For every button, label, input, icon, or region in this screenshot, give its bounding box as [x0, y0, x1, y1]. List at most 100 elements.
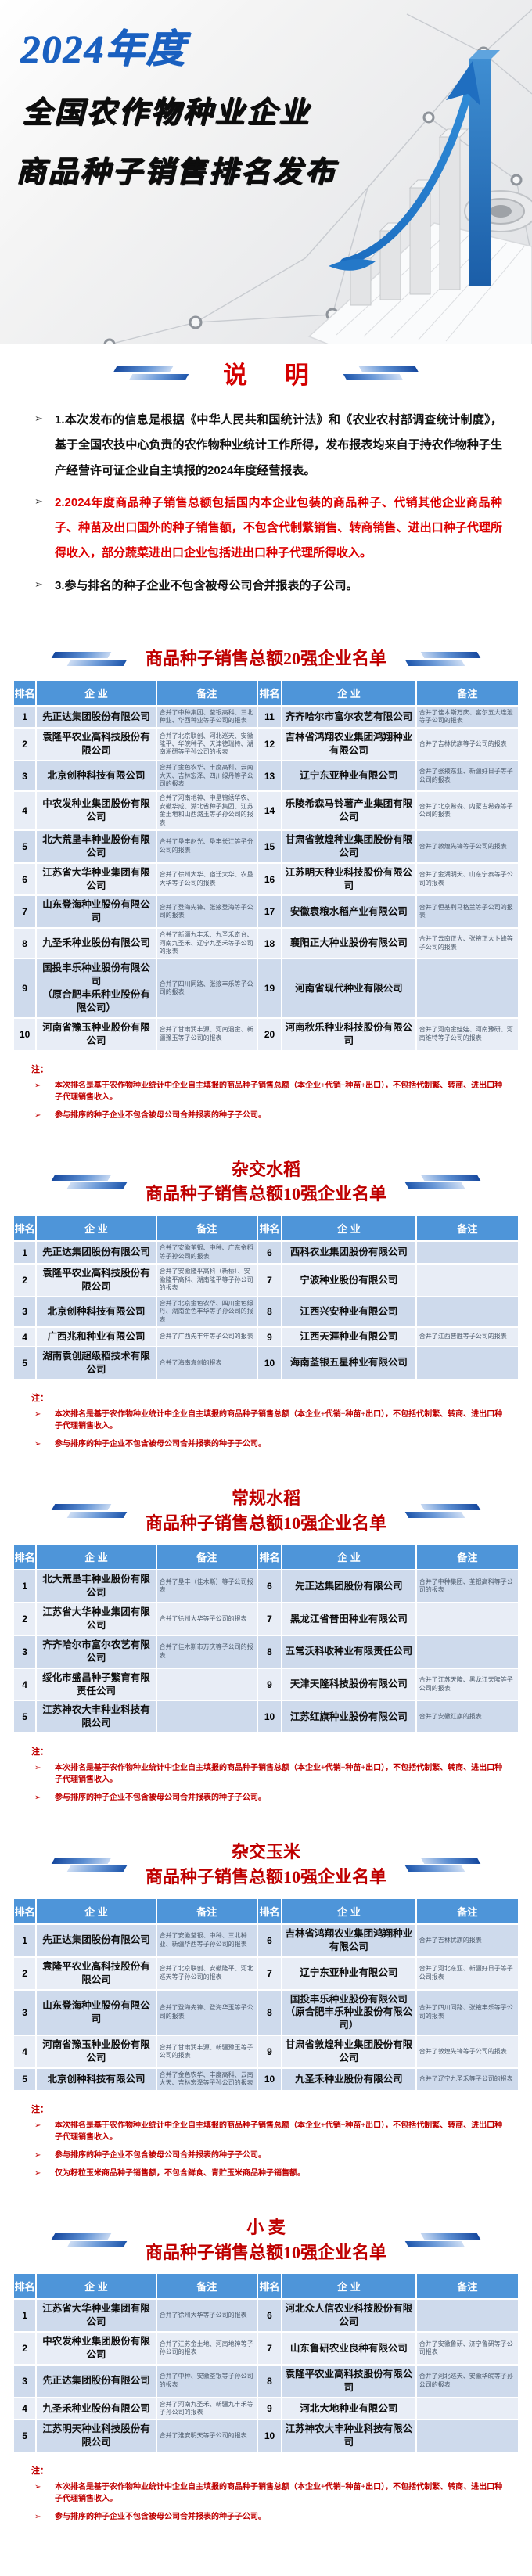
- note-text: 参与排序的种子企业不包含被母公司合并报表的种子子公司。: [55, 1110, 266, 1120]
- rank-cell: 4: [14, 792, 36, 829]
- table-row: 3 山东登海种业股份有限公司 合并了登海先锋、登海华玉等子公司的报表 8 国投丰乐种业股…: [14, 1990, 518, 2035]
- column-header: 备注: [156, 1216, 257, 1241]
- note-cell: [156, 1668, 257, 1700]
- table-row: 6 江苏省大华种业集团有限公司 合并了徐州大华、宿迁大华、农垦大华等子公司的报表 16…: [14, 863, 518, 895]
- company-cell: 天津天隆科技股份有限公司: [282, 1668, 415, 1700]
- table-row: 5 北大荒垦丰种业股份有限公司 合并了垦丰赵光、垦丰长江等子分公司的报表 15 甘肃省敦…: [14, 830, 518, 862]
- banner-title-line2: 全国农作物种业企业: [22, 96, 311, 129]
- arrow-bullet-icon: ➢: [34, 2483, 41, 2492]
- table-row: 2 中农发种业集团股份有限公司 合并了江苏金土地、河南地神等子孙公司的报表 7 山东鲁研…: [14, 2333, 518, 2364]
- deco-bars-left: [50, 1503, 125, 1519]
- note-cell: 合并了北京联创、河北巡天、安徽隆平、华皖种子、天津德瑞特、湖南湘研等子孙公司的报…: [156, 729, 257, 761]
- rank-cell: 15: [257, 830, 282, 862]
- banner: 2024年度 全国农作物种业企业 商品种子销售排名发布: [0, 0, 532, 344]
- note-cell: 合并了中种集团、荃银高科等子公司的报表: [416, 1570, 518, 1603]
- note-cell: [416, 2300, 518, 2332]
- notes-label: 注：: [31, 1393, 49, 1403]
- company-cell: 襄阳正大种业股份有限公司: [282, 929, 415, 959]
- note-cell: 合并了河北巡天、安徽华皖等子孙公司的报表: [416, 2365, 518, 2397]
- table-row: 5 北京创种科技有限公司 合并了金色农华、丰度高科、云南大天、吉林宏泽等子孙公司的报…: [14, 2068, 518, 2090]
- rank-cell: 10: [257, 1347, 282, 1379]
- note-cell: 合并了敦煌先锋等子公司的报表: [416, 830, 518, 862]
- table-header-row: 排名企 业备注 排名企 业备注: [14, 1216, 518, 1241]
- company-cell: 安徽袁粮水稻产业有限公司: [282, 896, 415, 928]
- company-cell: 北大荒垦丰种业股份有限公司: [37, 1570, 156, 1603]
- company-cell: 河北大地种业有限公司: [282, 2398, 415, 2419]
- column-header: 备注: [156, 1899, 257, 1923]
- rank-cell: 8: [257, 2365, 282, 2397]
- company-cell: 江苏红旗种业股份有限公司: [282, 1701, 415, 1733]
- table-row: 4 广西兆和种业有限公司 合并了广西先丰年等子公司的报表 9 江西天涯种业有限公司 合并了…: [14, 1328, 518, 1346]
- note-line: ➢ 参与排序的种子企业不包含被母公司合并报表的种子子公司。: [31, 2511, 509, 2523]
- rank-cell: 6: [257, 1570, 282, 1603]
- tables-host: 商品种子销售总额20强企业名单 排名企 业备注 排名企 业备注 1 先正达集团股份有…: [0, 646, 532, 2523]
- company-cell: 北大荒垦丰种业股份有限公司: [37, 830, 156, 862]
- company-cell: 山东鲁研农业良种有限公司: [282, 2333, 415, 2364]
- table-header-row: 排名企 业备注 排名企 业备注: [14, 680, 518, 705]
- company-cell: 国投丰乐种业股份有限公司 （原合肥丰乐种业股份有限公司）: [37, 959, 156, 1017]
- company-cell: 辽宁东亚种业有限公司: [282, 1957, 415, 1989]
- rank-cell: 3: [14, 1297, 36, 1327]
- table-title: 小 麦 商品种子销售总额10强企业名单: [146, 2215, 386, 2265]
- table-row: 3 北京创种科技有限公司 合并了金色农华、丰度高科、云南大天、吉林宏泽、四川绿丹等子…: [14, 761, 518, 791]
- rank-cell: 7: [257, 1603, 282, 1635]
- banner-graphic: [103, 9, 532, 344]
- note-line: ➢ 本次排名是基于农作物种业统计中企业自主填报的商品种子销售总额（本企业+代销+种…: [31, 1762, 509, 1786]
- note-cell: 合并了安徽鲁研、济宁鲁研等子公司报表: [416, 2333, 518, 2364]
- note-text: 本次排名是基于农作物种业统计中企业自主填报的商品种子销售总额（本企业+代销+种苗…: [55, 2483, 503, 2504]
- banner-title-year: 2024年度: [20, 27, 186, 70]
- rank-cell: 9: [257, 1668, 282, 1700]
- rank-cell: 7: [257, 2333, 282, 2364]
- rank-cell: 8: [257, 1635, 282, 1668]
- table-header-row: 排名企 业备注 排名企 业备注: [14, 2274, 518, 2299]
- note-cell: 合并了新疆九丰禾、九圣禾奇台、河南九圣禾、辽宁九圣禾等子公司的报表: [156, 929, 257, 959]
- notice-item: ➢ 1.本次发布的信息是根据《中华人民共和国统计法》和《农业农村部调查统计制度》，…: [34, 408, 502, 484]
- notice-item: ➢ 3.参与排名的种子企业不包含被母公司合并报表的子公司。: [34, 574, 502, 599]
- note-cell: 合并了敦煌先锋等子公司的报表: [416, 2036, 518, 2067]
- rank-cell: 9: [257, 2036, 282, 2067]
- company-cell: 江苏省大华种业集团有限公司: [37, 863, 156, 895]
- arrow-bullet-icon: ➢: [34, 2513, 41, 2522]
- note-cell: 合并了安徽荃银、中种、广东金稻等子孙公司的报表: [156, 1242, 257, 1264]
- company-cell: 江西天涯种业有限公司: [282, 1328, 415, 1346]
- company-cell: 江西兴安种业有限公司: [282, 1297, 415, 1327]
- deco-bars-left: [50, 1174, 125, 1189]
- rank-cell: 6: [257, 2300, 282, 2332]
- arrow-bullet-icon: ➢: [34, 1409, 41, 1419]
- column-header: 企 业: [282, 1216, 415, 1241]
- column-header: 企 业: [37, 680, 156, 705]
- rank-cell: 8: [257, 1297, 282, 1327]
- column-header: 企 业: [37, 1545, 156, 1570]
- table-row: 1 江苏省大华种业集团有限公司 合并了徐州大华等子公司的报表 6 河北众人信农业科技股份…: [14, 2300, 518, 2332]
- column-header: 排名: [257, 1899, 282, 1923]
- company-cell: 吉林省鸿翔农业集团鸿翔种业有限公司: [282, 729, 415, 761]
- rank-cell: 1: [14, 2300, 36, 2332]
- arrow-bullet-icon: ➢: [34, 2121, 41, 2130]
- column-header: 备注: [156, 1545, 257, 1570]
- table-row: 9 国投丰乐种业股份有限公司 （原合肥丰乐种业股份有限公司） 合并了四川同路、张掖丰乐…: [14, 959, 518, 1017]
- table-title: 常规水稻 商品种子销售总额10强企业名单: [146, 1486, 386, 1536]
- note-text: 本次排名是基于农作物种业统计中企业自主填报的商品种子销售总额（本企业+代销+种苗…: [55, 2121, 503, 2142]
- table-row: 2 江苏省大华种业集团有限公司 合并了徐州大华等子公司的报表 7 黑龙江省普田种业有限公…: [14, 1603, 518, 1635]
- note-cell: [156, 1701, 257, 1733]
- note-cell: 合并了河南九圣禾、新疆九丰禾等子孙公司的报表: [156, 2398, 257, 2419]
- company-cell: 五常沃科收种业有限责任公司: [282, 1635, 415, 1668]
- notes-label: 注：: [31, 1747, 49, 1758]
- note-cell: 合并了吉林优旗等子公司的报表: [416, 729, 518, 761]
- rank-section: 小 麦 商品种子销售总额10强企业名单 排名企 业备注 排名企 业备注 1 江苏省大…: [0, 2215, 532, 2524]
- company-cell: 先正达集团股份有限公司: [37, 2365, 156, 2397]
- note-text: 仅为籽粒玉米商品种子销售额，不包含鲜食、青贮玉米商品种子销售额。: [55, 2168, 305, 2178]
- rank-table: 排名企 业备注 排名企 业备注 1 先正达集团股份有限公司 合并了安徽荃银、中种、广东…: [13, 1214, 519, 1380]
- table-title-line1: 常规水稻: [231, 1488, 300, 1508]
- table-row: 4 绥化市盛昌种子繁育有限责任公司 9 天津天隆科技股份有限公司 合并了江苏天隆、黑龙江…: [14, 1668, 518, 1700]
- note-cell: 合并了恒基利马格兰等子公司的报表: [416, 896, 518, 928]
- company-cell: 海南荃银五星种业有限公司: [282, 1347, 415, 1379]
- arrow-bullet-icon: ➢: [34, 1793, 41, 1803]
- note-cell: 合并了张掖东亚、新疆好日子等子公司的报表: [416, 761, 518, 791]
- company-cell: 先正达集团股份有限公司: [37, 1925, 156, 1956]
- column-header: 备注: [416, 1545, 518, 1570]
- rank-cell: 5: [14, 2420, 36, 2452]
- note-text: 参与排序的种子企业不包含被母公司合并报表的种子子公司。: [55, 2513, 266, 2522]
- column-header: 企 业: [282, 1545, 415, 1570]
